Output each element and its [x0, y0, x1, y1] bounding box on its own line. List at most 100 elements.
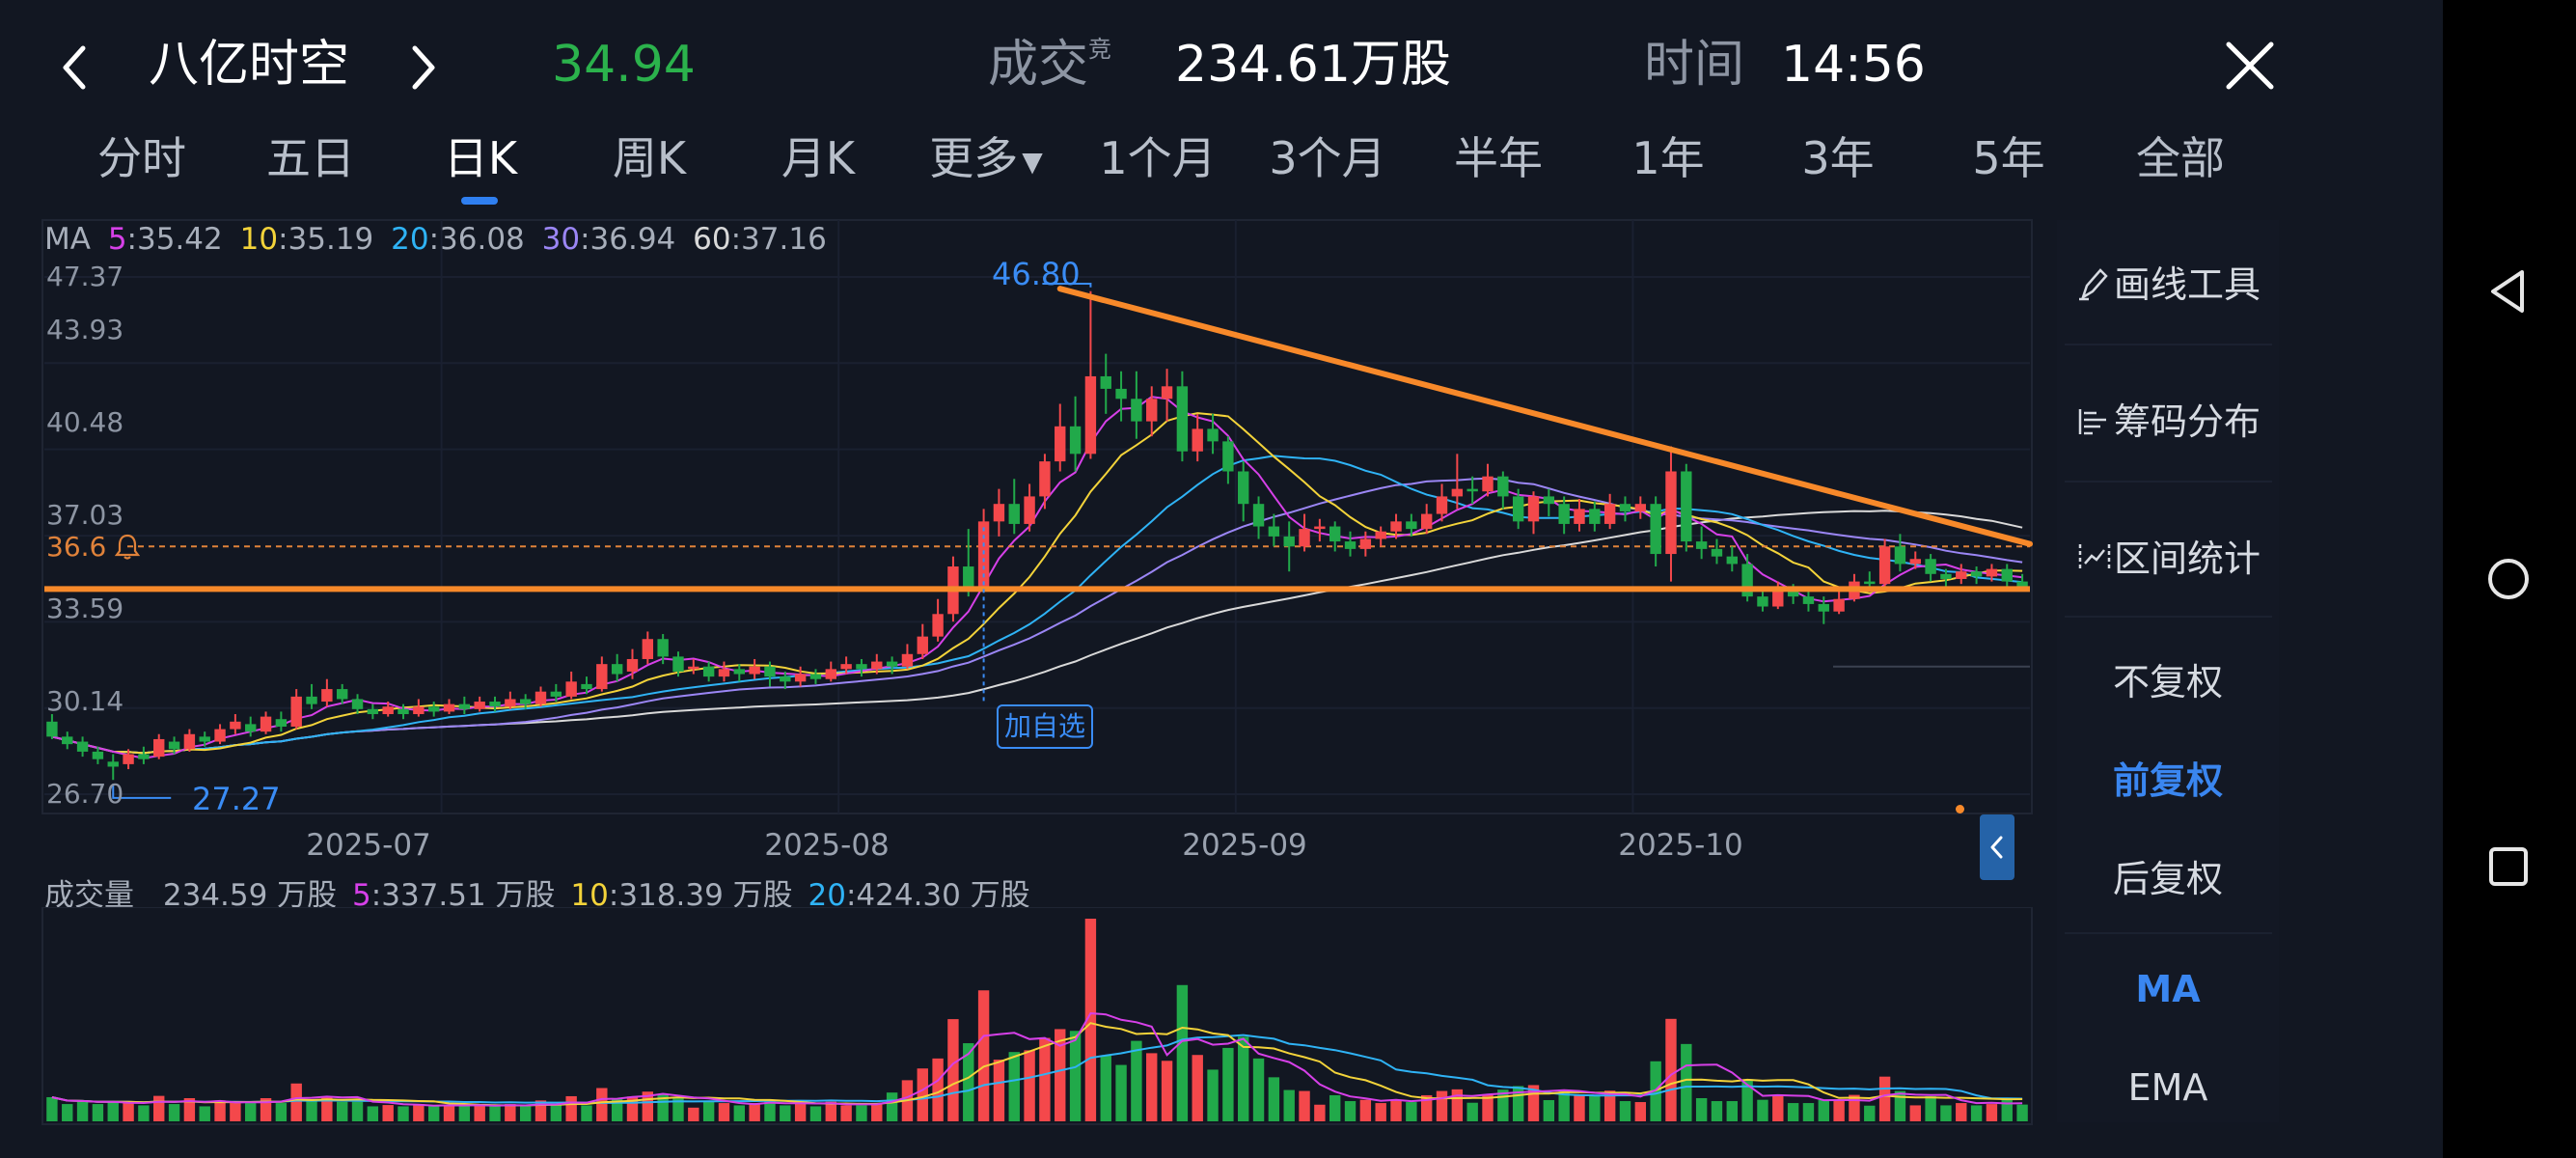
volume-bar: [214, 1100, 226, 1121]
volume-bar: [489, 1106, 501, 1121]
volume-bar: [2016, 1104, 2028, 1121]
ma-indicator-option[interactable]: MA: [2135, 968, 2201, 1010]
candle-body: [183, 733, 196, 750]
candle-body: [1176, 386, 1189, 452]
tab-1-year[interactable]: 1年: [1631, 132, 1705, 184]
volume-bar: [1986, 1104, 1998, 1121]
candle-body: [1802, 596, 1815, 604]
candle-body: [534, 691, 547, 704]
volume-bar: [1268, 1077, 1280, 1121]
nav-back-icon[interactable]: [2480, 262, 2537, 320]
volume-bar: [657, 1093, 669, 1121]
candle-body: [1238, 471, 1249, 505]
candle-body: [581, 683, 592, 690]
tab-3-months[interactable]: 3个月: [1269, 132, 1386, 184]
price-alert-label[interactable]: 36.6: [46, 532, 141, 563]
candle-body: [46, 721, 58, 737]
y-tick-label: 26.70: [46, 778, 124, 810]
volume-bar: [306, 1101, 317, 1121]
nav-home-icon[interactable]: [2480, 550, 2537, 608]
volume-bar: [1543, 1100, 1555, 1121]
candle-body: [1574, 509, 1585, 524]
collapse-panel-button[interactable]: [1980, 814, 2014, 880]
candle-body: [1818, 603, 1829, 612]
volume-bar: [1344, 1101, 1357, 1121]
volume-bar: [702, 1101, 715, 1121]
time-value: 14:56: [1781, 36, 1926, 94]
tab-3-years[interactable]: 3年: [1801, 132, 1875, 184]
candle-body: [138, 754, 150, 759]
volume-bar: [2001, 1099, 2013, 1121]
candle-body: [1451, 488, 1464, 497]
tab-monthly-k[interactable]: 月K: [781, 132, 856, 184]
candle-body: [1436, 496, 1448, 514]
volume-bar: [596, 1088, 608, 1121]
candle-body: [1864, 581, 1876, 585]
add-watchlist-marker[interactable]: 加自选: [997, 704, 1094, 749]
candle-body: [1878, 546, 1891, 585]
tab-weekly-k[interactable]: 周K: [612, 132, 687, 184]
candle-body: [214, 729, 226, 742]
tab-all[interactable]: 全部: [2136, 132, 2225, 184]
tab-1-month[interactable]: 1个月: [1099, 132, 1217, 184]
tab-half-year[interactable]: 半年: [1454, 132, 1543, 184]
volume-bar: [1329, 1094, 1341, 1121]
volume-chart[interactable]: [0, 907, 2045, 1129]
volume-ma5-line: [51, 1012, 2023, 1107]
ma60-period: 60: [693, 222, 731, 257]
volume-bar: [1634, 1102, 1647, 1121]
volume-bar: [1772, 1094, 1784, 1121]
tab-daily-k[interactable]: 日K: [443, 132, 518, 184]
range-stats-button[interactable]: 区间统计: [2057, 535, 2279, 583]
volume-value: 234.61万股: [1175, 36, 1451, 94]
volume-frame: [41, 907, 2033, 1125]
no-adjust-option[interactable]: 不复权: [2112, 661, 2223, 703]
back-arrow-icon[interactable]: [46, 39, 104, 96]
candle-body: [1131, 399, 1142, 422]
candle-body: [413, 706, 425, 715]
candle-body: [505, 699, 516, 707]
volume-bar: [1741, 1079, 1753, 1121]
candle-body: [1252, 504, 1265, 527]
candle-body: [856, 664, 867, 670]
volume-bar: [107, 1102, 119, 1121]
volume-bar: [1466, 1102, 1478, 1121]
chip-distribution-button[interactable]: 筹码分布: [2057, 398, 2279, 446]
volume-bar: [550, 1105, 562, 1121]
volume-bar: [1681, 1043, 1692, 1121]
candlestick-chart[interactable]: [0, 0, 2045, 830]
tab-5-years[interactable]: 5年: [1972, 132, 2045, 184]
tab-more[interactable]: 更多 ▼: [929, 129, 1043, 191]
volume-bar: [1283, 1089, 1295, 1121]
resistance-trendline: [1056, 286, 2033, 547]
volume-bar: [688, 1107, 699, 1121]
volume-bar: [290, 1083, 302, 1121]
dropdown-caret-icon: ▼: [1022, 145, 1043, 178]
nav-recents-icon[interactable]: [2480, 838, 2537, 896]
draw-tool-button[interactable]: 画线工具: [2057, 261, 2279, 309]
backward-adjust-option[interactable]: 后复权: [2112, 858, 2223, 900]
y-tick-label: 47.37: [46, 261, 124, 292]
volume-bar: [963, 1043, 974, 1121]
period-high-label: 46.80: [992, 256, 1081, 292]
tab-intraday[interactable]: 分时: [97, 132, 186, 184]
tab-five-day[interactable]: 五日: [266, 132, 355, 184]
candle-body: [489, 702, 501, 707]
volume-bar: [672, 1096, 684, 1121]
volume-bar: [825, 1101, 836, 1121]
x-tick-label: 2025-09: [1182, 828, 1307, 863]
forward-arrow-icon[interactable]: [394, 39, 452, 96]
x-tick-label: 2025-10: [1618, 828, 1743, 863]
volume-bar: [1161, 1061, 1173, 1121]
forward-adjust-option[interactable]: 前复权: [2112, 759, 2223, 802]
volume-bar: [977, 990, 990, 1121]
volume-bar: [1115, 1064, 1127, 1121]
volume-bar: [1726, 1101, 1738, 1121]
y-tick-label: 40.48: [46, 406, 124, 438]
ema-indicator-option[interactable]: EMA: [2127, 1066, 2208, 1109]
volume-bar: [367, 1106, 379, 1121]
candle-body: [932, 614, 944, 637]
close-icon[interactable]: [2219, 35, 2281, 96]
volume-ma20-line: [51, 1034, 2023, 1104]
stock-name[interactable]: 八亿时空: [149, 36, 350, 94]
